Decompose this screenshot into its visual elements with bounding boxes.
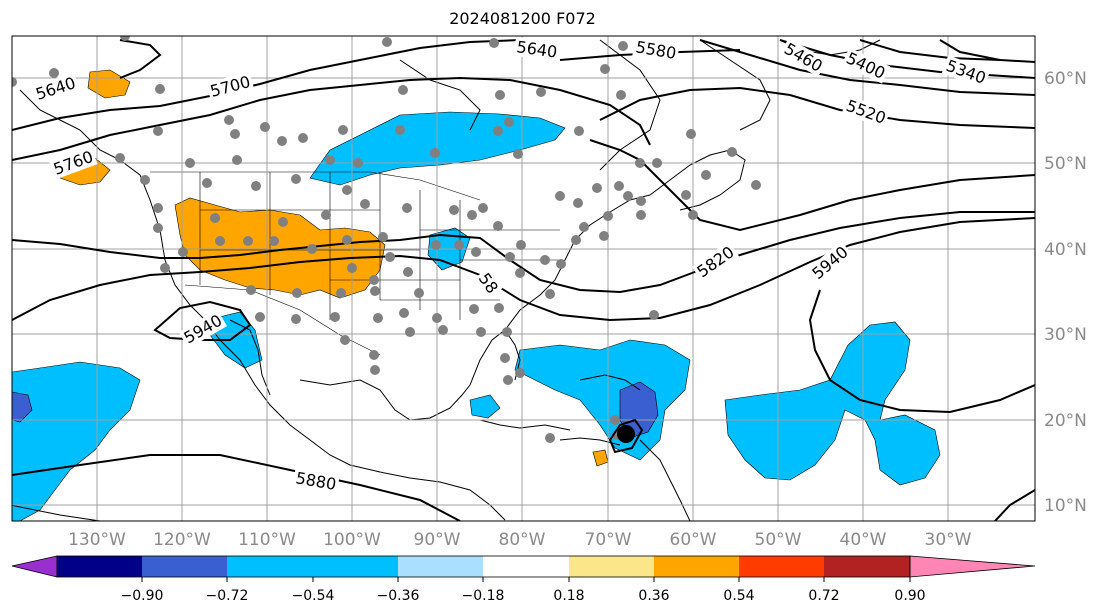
colorbar-tick-label: 0.90 bbox=[894, 588, 925, 604]
map-title: 2024081200 F072 bbox=[449, 9, 596, 28]
contour-label-halo bbox=[841, 47, 891, 84]
colorbar-bin bbox=[313, 556, 398, 577]
lon-label: 40°W bbox=[840, 530, 887, 550]
longitude-labels: 130°W 120°W 110°W 100°W 90°W 80°W 70°W 6… bbox=[68, 530, 972, 550]
colorbar-ticks bbox=[141, 577, 911, 582]
lon-label: 100°W bbox=[323, 530, 381, 550]
colorbar-tick-label: −0.90 bbox=[121, 588, 164, 604]
colorbar-bin bbox=[57, 556, 142, 577]
height-contours bbox=[12, 39, 1035, 521]
latitude-labels: 60°N 50°N 40°N 30°N 20°N 10°N bbox=[1044, 69, 1087, 516]
negative-anomaly-area bbox=[12, 361, 141, 521]
colorbar-bin bbox=[824, 556, 910, 577]
lon-label: 90°W bbox=[414, 530, 461, 550]
colorbar-bin bbox=[398, 556, 483, 577]
colorbar-extend-max bbox=[909, 555, 1036, 578]
contour-label-halo bbox=[513, 36, 561, 62]
contour-label-halo bbox=[691, 241, 740, 283]
storm-marker bbox=[608, 418, 644, 454]
contour-label-halo bbox=[292, 467, 340, 495]
lat-label: 30°N bbox=[1044, 325, 1087, 345]
colorbar-tick-label: 0.36 bbox=[638, 588, 669, 604]
lon-label: 130°W bbox=[68, 530, 126, 550]
contour-label-halo bbox=[473, 267, 504, 299]
station-dots bbox=[12, 36, 761, 443]
colorbar-bin bbox=[483, 556, 569, 577]
lon-label: 120°W bbox=[153, 530, 211, 550]
colorbar-tick-label: −0.36 bbox=[377, 588, 420, 604]
colorbar-bin bbox=[739, 556, 824, 577]
lat-label: 40°N bbox=[1044, 240, 1087, 260]
lon-label: 110°W bbox=[238, 530, 296, 550]
contour-label-halo bbox=[632, 36, 680, 64]
negative-anomaly-area bbox=[469, 394, 501, 419]
lon-label: 60°W bbox=[670, 530, 717, 550]
colorbar-tick-label: −0.54 bbox=[292, 588, 335, 604]
contour-label-halo bbox=[178, 309, 227, 349]
strong-negative-anomaly-area bbox=[12, 391, 33, 423]
colorbar: −0.90 −0.72 −0.54 −0.36 −0.18 0.18 0.36 … bbox=[11, 555, 1036, 604]
contour-label-halo bbox=[48, 146, 98, 180]
contour-label-halo bbox=[31, 72, 80, 105]
contour-label-halo bbox=[779, 38, 828, 77]
colorbar-bin bbox=[569, 556, 654, 577]
contour-label-halo bbox=[841, 95, 891, 129]
lat-label: 20°N bbox=[1044, 411, 1087, 431]
lon-label: 50°W bbox=[755, 530, 802, 550]
colorbar-tick-label: −0.72 bbox=[206, 588, 249, 604]
contour-label-halo bbox=[806, 241, 854, 285]
lon-label: 70°W bbox=[585, 530, 632, 550]
colorbar-extend-min bbox=[11, 555, 58, 578]
colorbar-bin bbox=[227, 556, 313, 577]
colorbar-tick-label: 0.18 bbox=[553, 588, 584, 604]
lon-label: 80°W bbox=[499, 530, 546, 550]
lat-label: 50°N bbox=[1044, 154, 1087, 174]
lon-label: 30°W bbox=[925, 530, 972, 550]
colorbar-tick-label: −0.18 bbox=[462, 588, 505, 604]
colorbar-tick-label: 0.72 bbox=[808, 588, 839, 604]
positive-anomaly-area bbox=[87, 69, 131, 99]
negative-anomaly-area bbox=[724, 321, 941, 486]
colorbar-tick-label: 0.54 bbox=[723, 588, 754, 604]
lat-label: 60°N bbox=[1044, 69, 1087, 89]
map-frame bbox=[11, 35, 1036, 522]
contour-label-halo bbox=[941, 55, 991, 89]
political-borders bbox=[150, 171, 560, 356]
lat-label: 10°N bbox=[1044, 496, 1087, 516]
colorbar-bin bbox=[142, 556, 227, 577]
colorbar-bin bbox=[654, 556, 739, 577]
contour-label-halo bbox=[206, 71, 255, 102]
strong-negative-anomaly-area bbox=[619, 381, 659, 439]
